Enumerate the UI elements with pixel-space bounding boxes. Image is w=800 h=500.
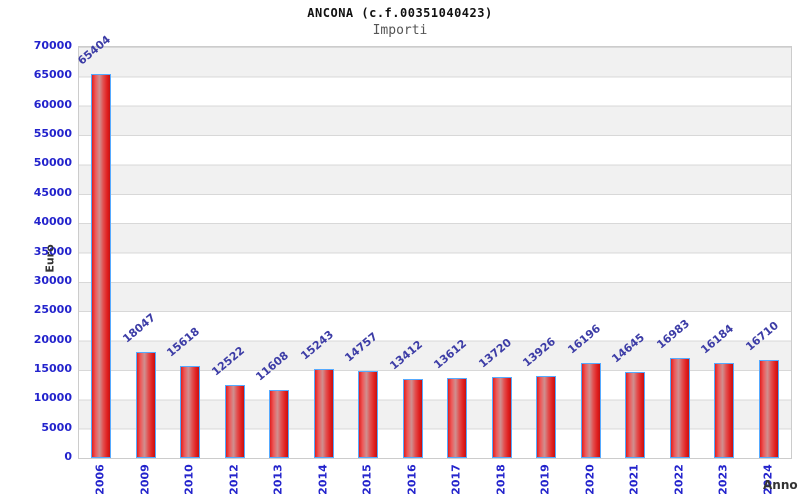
x-tick-label: 2009 [138,464,152,495]
y-tick-label: 45000 [33,185,72,199]
x-tick-label: 2023 [716,464,730,495]
bar [669,358,690,458]
x-tick-label: 2006 [93,464,107,495]
y-tick-label: 65000 [33,68,72,82]
x-axis-title: Anno [763,478,798,492]
x-tick-label: 2014 [316,464,330,495]
y-tick-label: 0 [64,450,72,463]
bar [714,363,735,458]
bar [91,74,112,458]
y-tick-label: 5000 [41,420,72,434]
y-tick-label: 60000 [33,97,72,111]
y-tick-label: 15000 [33,361,72,375]
chart-subtitle: Importi [372,23,428,38]
y-tick-label: 40000 [33,215,72,229]
x-tick-label: 2021 [627,464,641,495]
bar [536,376,557,458]
bar [491,377,512,458]
bar [224,384,245,458]
x-tick-label: 2018 [494,464,508,495]
bar [135,352,156,458]
x-tick-label: 2020 [583,464,597,495]
x-tick-label: 2016 [405,464,419,495]
bar [447,378,468,458]
bar [180,366,201,458]
bar [580,362,601,458]
x-tick-label: 2017 [449,464,463,495]
x-tick-label: 2012 [227,464,241,495]
y-axis-title: Euro [43,244,57,273]
y-tick-label: 70000 [33,39,72,52]
bar [402,379,423,458]
chart-title: ANCONA (c.f.00351040423) [307,6,493,20]
y-tick-label: 50000 [33,156,72,170]
x-tick-label: 2010 [182,464,196,495]
bar [269,389,290,458]
bar [625,372,646,458]
y-tick-label: 10000 [33,391,72,405]
bar [358,371,379,458]
x-tick-label: 2013 [271,464,285,495]
bar [313,368,334,458]
bar [758,359,779,458]
y-tick-label: 35000 [33,244,72,258]
x-tick-label: 2015 [360,464,374,495]
y-tick-label: 20000 [33,332,72,346]
x-tick-label: 2022 [672,464,686,495]
y-tick-label: 55000 [33,127,72,141]
x-tick-label: 2019 [538,464,552,495]
y-tick-label: 25000 [33,303,72,317]
y-tick-label: 30000 [33,273,72,287]
plot-area [78,46,792,459]
